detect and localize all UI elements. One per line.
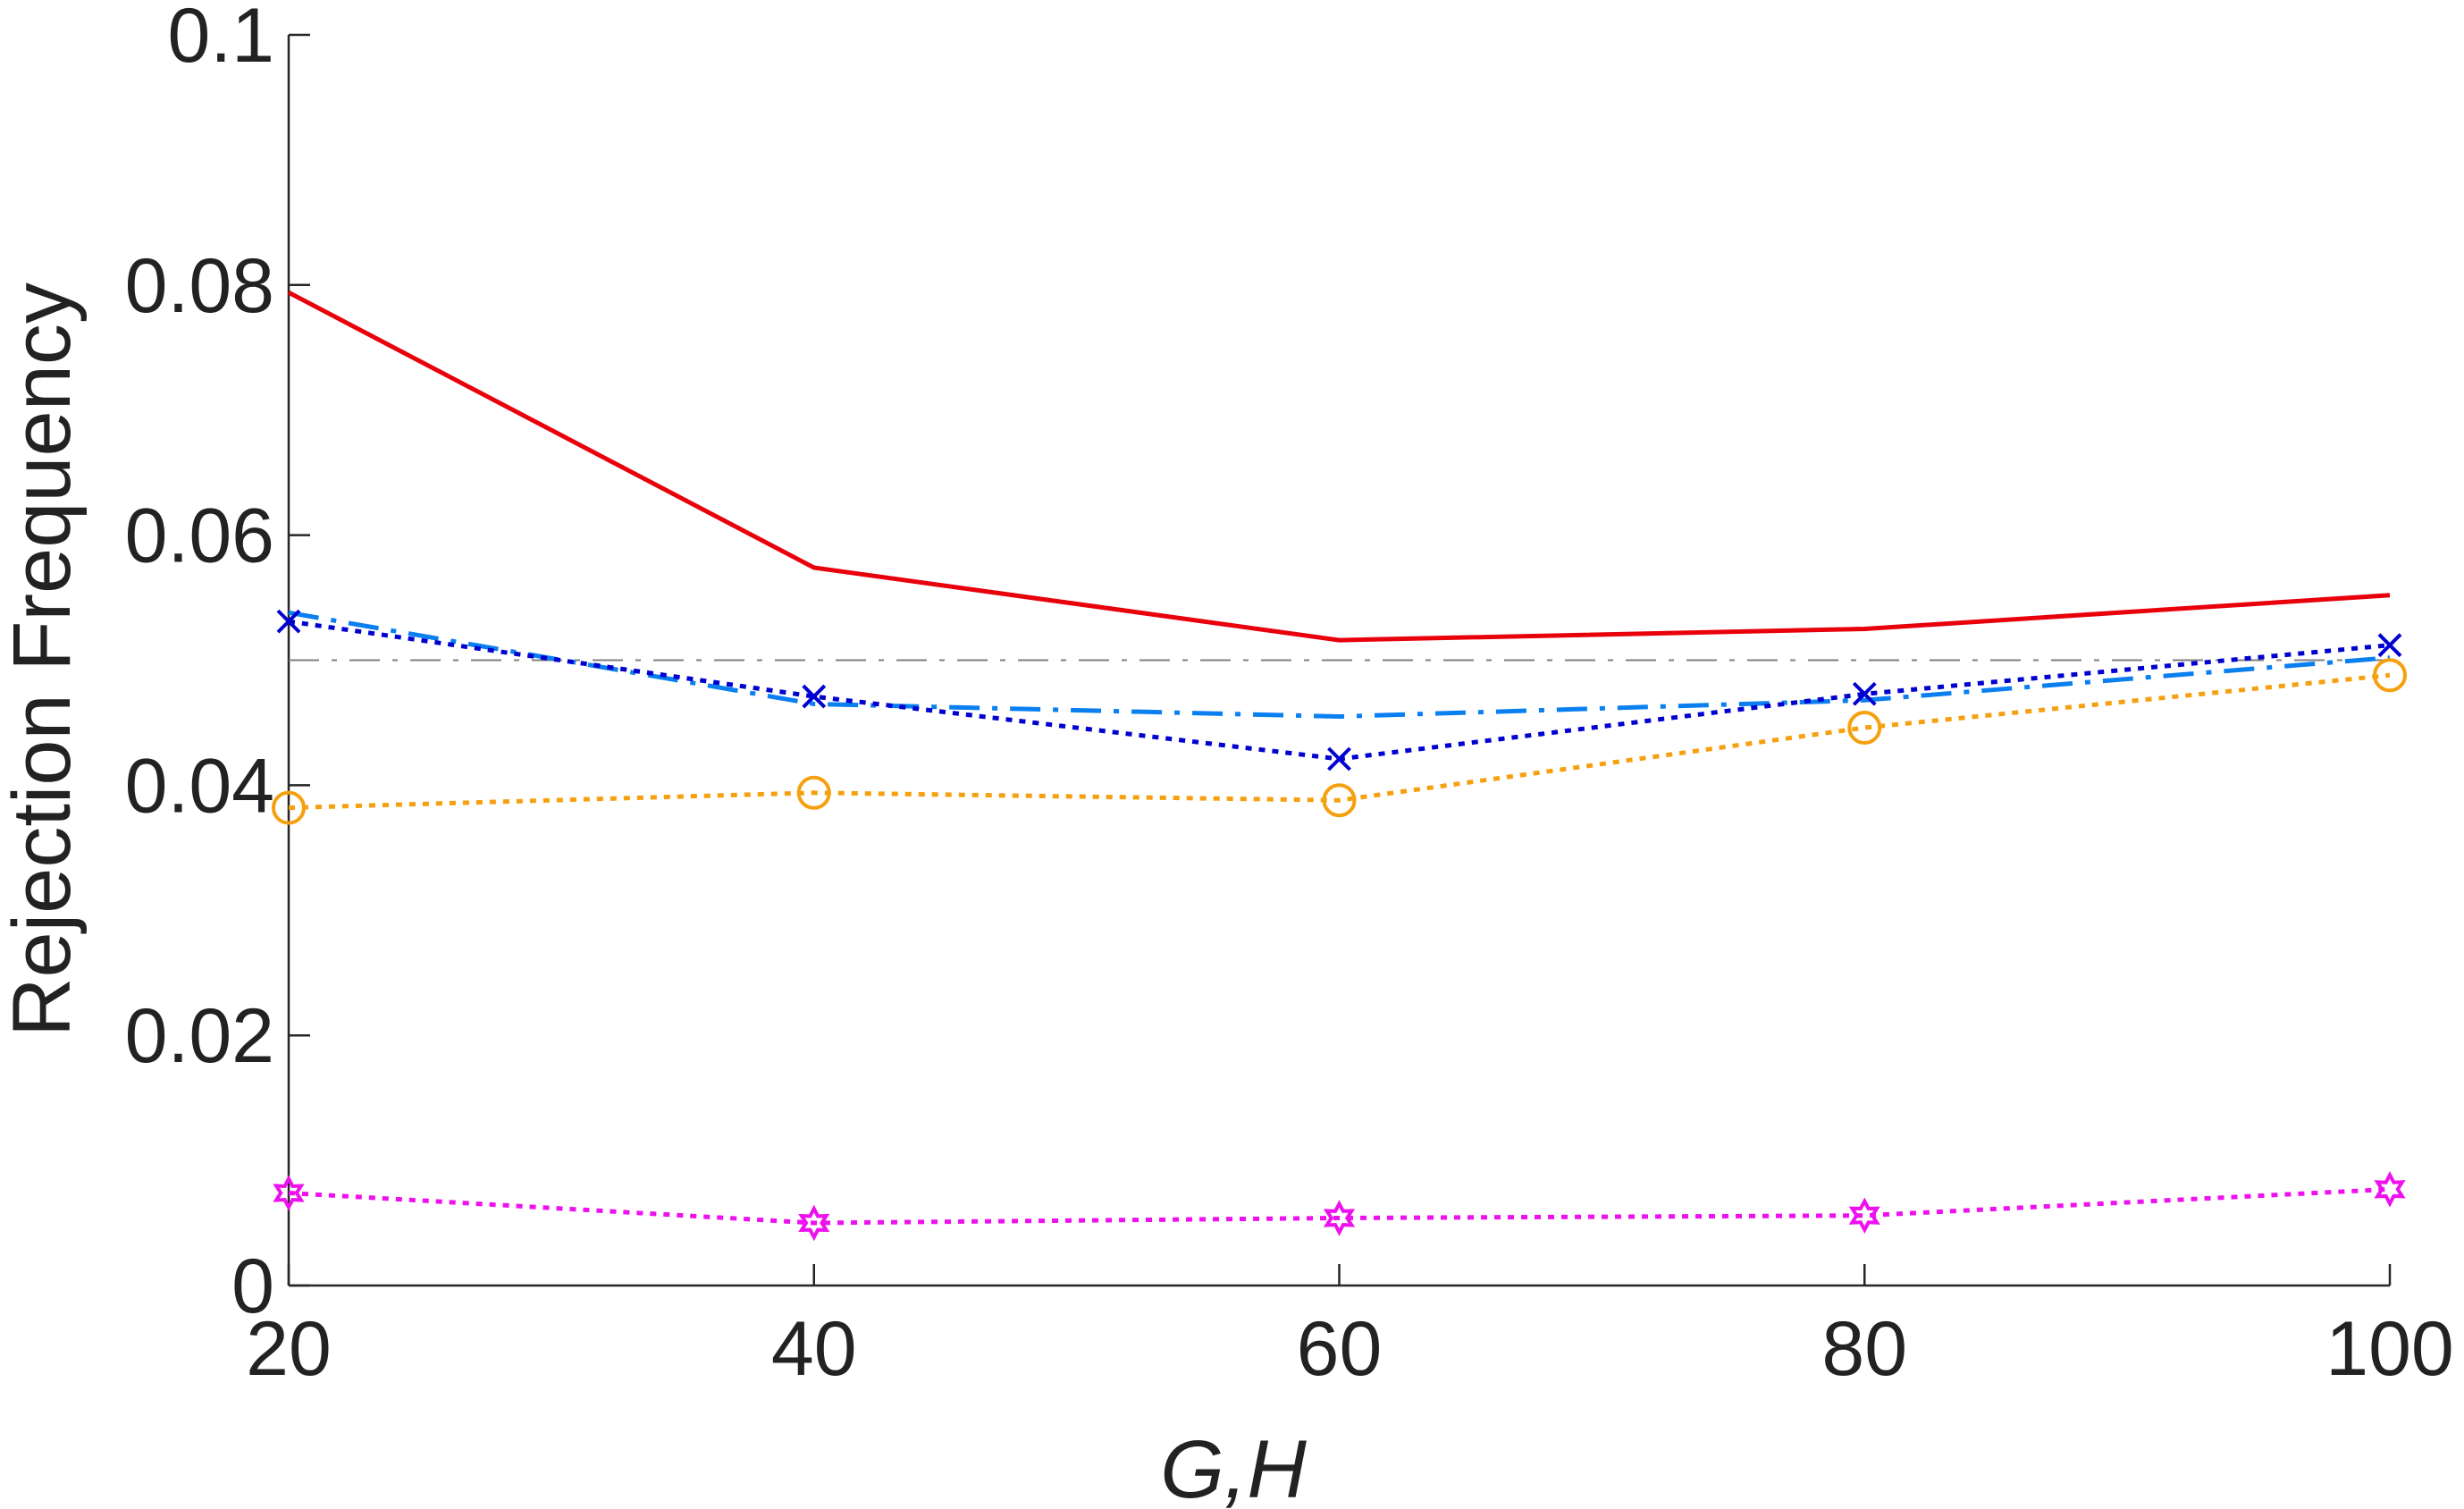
x-tick-label: 100 <box>2325 1306 2454 1392</box>
marker <box>802 684 827 709</box>
series-line <box>288 672 2391 811</box>
y-tick-label: 0.04 <box>125 743 274 829</box>
marker <box>798 1204 830 1242</box>
marker <box>276 609 301 634</box>
marker <box>2373 658 2407 693</box>
marker <box>1848 1197 1880 1234</box>
marker <box>1323 1200 1356 1236</box>
x-axis-label: G,H <box>1160 1424 1307 1509</box>
marker <box>1852 681 1877 706</box>
x-tick-label: 60 <box>1297 1306 1383 1392</box>
series-line <box>287 290 2391 643</box>
y-tick-label: 0.06 <box>125 493 274 579</box>
y-tick-label: 0.08 <box>125 243 274 329</box>
x-tick-label: 40 <box>771 1306 857 1392</box>
x-tick-label: 20 <box>246 1306 332 1392</box>
y-tick-label: 0.02 <box>125 993 274 1079</box>
x-tick-label: 80 <box>1821 1306 1907 1392</box>
y-tick-label: 0 <box>231 1243 274 1329</box>
marker <box>273 1175 305 1211</box>
marker <box>272 790 306 825</box>
y-tick-label: 0.1 <box>167 0 274 79</box>
marker <box>796 775 831 810</box>
marker <box>1327 746 1351 771</box>
marker <box>2374 1170 2406 1208</box>
marker <box>1847 711 1882 746</box>
series-line <box>288 610 2391 720</box>
series-line <box>288 1186 2391 1226</box>
marker <box>2377 633 2402 658</box>
marker <box>1322 783 1357 818</box>
y-axis-label: Rejection Frequency <box>0 282 88 1037</box>
